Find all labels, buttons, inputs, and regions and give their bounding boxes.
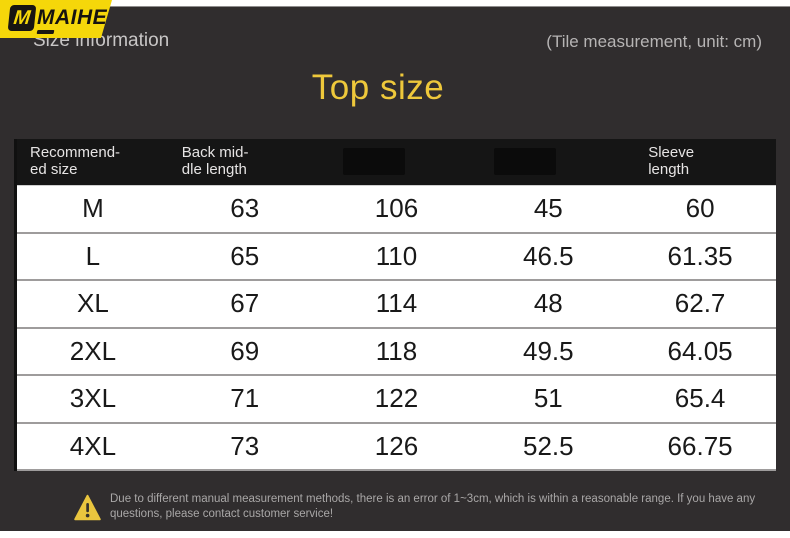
cell-back-length: 69	[230, 335, 260, 366]
cell-shoulder: 51	[533, 383, 563, 414]
cell-bust: 118	[375, 335, 418, 366]
column-header-hidden-2	[472, 139, 624, 185]
cell-bust: 110	[375, 240, 418, 271]
size-table: Recommend- ed size Back mid- dle length …	[14, 139, 776, 471]
logo-tagline-mark	[36, 30, 55, 34]
table-row: 3XL 71 122 51 65.4	[17, 376, 776, 424]
column-header-sleeve-length: Sleeve length	[648, 144, 695, 178]
table-row: 2XL 69 118 49.5 64.05	[17, 328, 776, 376]
cell-bust: 106	[374, 193, 419, 224]
column-header-hidden-1	[321, 139, 473, 185]
table-header-row: Recommend- ed size Back mid- dle length …	[17, 139, 776, 186]
cell-sleeve: 66.75	[667, 430, 733, 461]
redacted-header-text	[342, 148, 405, 175]
section-title: Top size	[311, 68, 445, 107]
cell-shoulder: 46.5	[522, 240, 574, 271]
logo-monogram-box: M	[7, 5, 37, 31]
cell-bust: 122	[374, 383, 419, 414]
cell-shoulder: 49.5	[522, 335, 574, 366]
cell-sleeve: 60	[685, 193, 715, 224]
table-row: XL 67 114 48 62.7	[17, 281, 776, 329]
cell-bust: 126	[374, 430, 419, 461]
cell-back-length: 71	[230, 383, 260, 414]
table-row: 4XL 73 126 52.5 66.75	[17, 423, 776, 471]
cell-back-length: 73	[230, 430, 260, 461]
cell-size: 4XL	[69, 430, 117, 461]
cell-back-length: 63	[230, 193, 260, 224]
cell-size: L	[85, 240, 101, 271]
column-header-back-middle-length: Back mid- dle length	[181, 144, 249, 178]
cell-sleeve: 62.7	[674, 288, 726, 319]
cell-size: XL	[76, 288, 109, 319]
column-header-recommended-size: Recommend- ed size	[30, 144, 121, 178]
logo-monogram: M	[12, 7, 32, 29]
cell-shoulder: 52.5	[522, 430, 574, 461]
cell-size: 2XL	[69, 335, 117, 366]
cell-back-length: 65	[230, 240, 260, 271]
cell-size: M	[82, 193, 104, 224]
cell-shoulder: 48	[533, 288, 563, 319]
cell-sleeve: 61.35	[667, 240, 733, 271]
cell-shoulder: 45	[533, 193, 563, 224]
warning-bar: Due to different manual measurement meth…	[0, 484, 790, 530]
warning-triangle-icon	[74, 494, 101, 520]
table-row: M 63 106 45 60	[17, 186, 776, 234]
cell-sleeve: 65.4	[674, 383, 726, 414]
cell-size: 3XL	[69, 383, 117, 414]
warning-text: Due to different manual measurement meth…	[110, 493, 756, 520]
cell-sleeve: 64.05	[667, 335, 733, 366]
redacted-header-text	[494, 148, 557, 175]
brand-logo: M MAIHE	[0, 0, 112, 38]
cell-bust: 114	[375, 288, 418, 319]
table-row: L 65 110 46.5 61.35	[17, 233, 776, 281]
measurement-note: (Tile measurement, unit: cm)	[546, 32, 762, 51]
cell-back-length: 67	[230, 288, 260, 319]
logo-brand-name: MAIHE	[37, 6, 108, 29]
